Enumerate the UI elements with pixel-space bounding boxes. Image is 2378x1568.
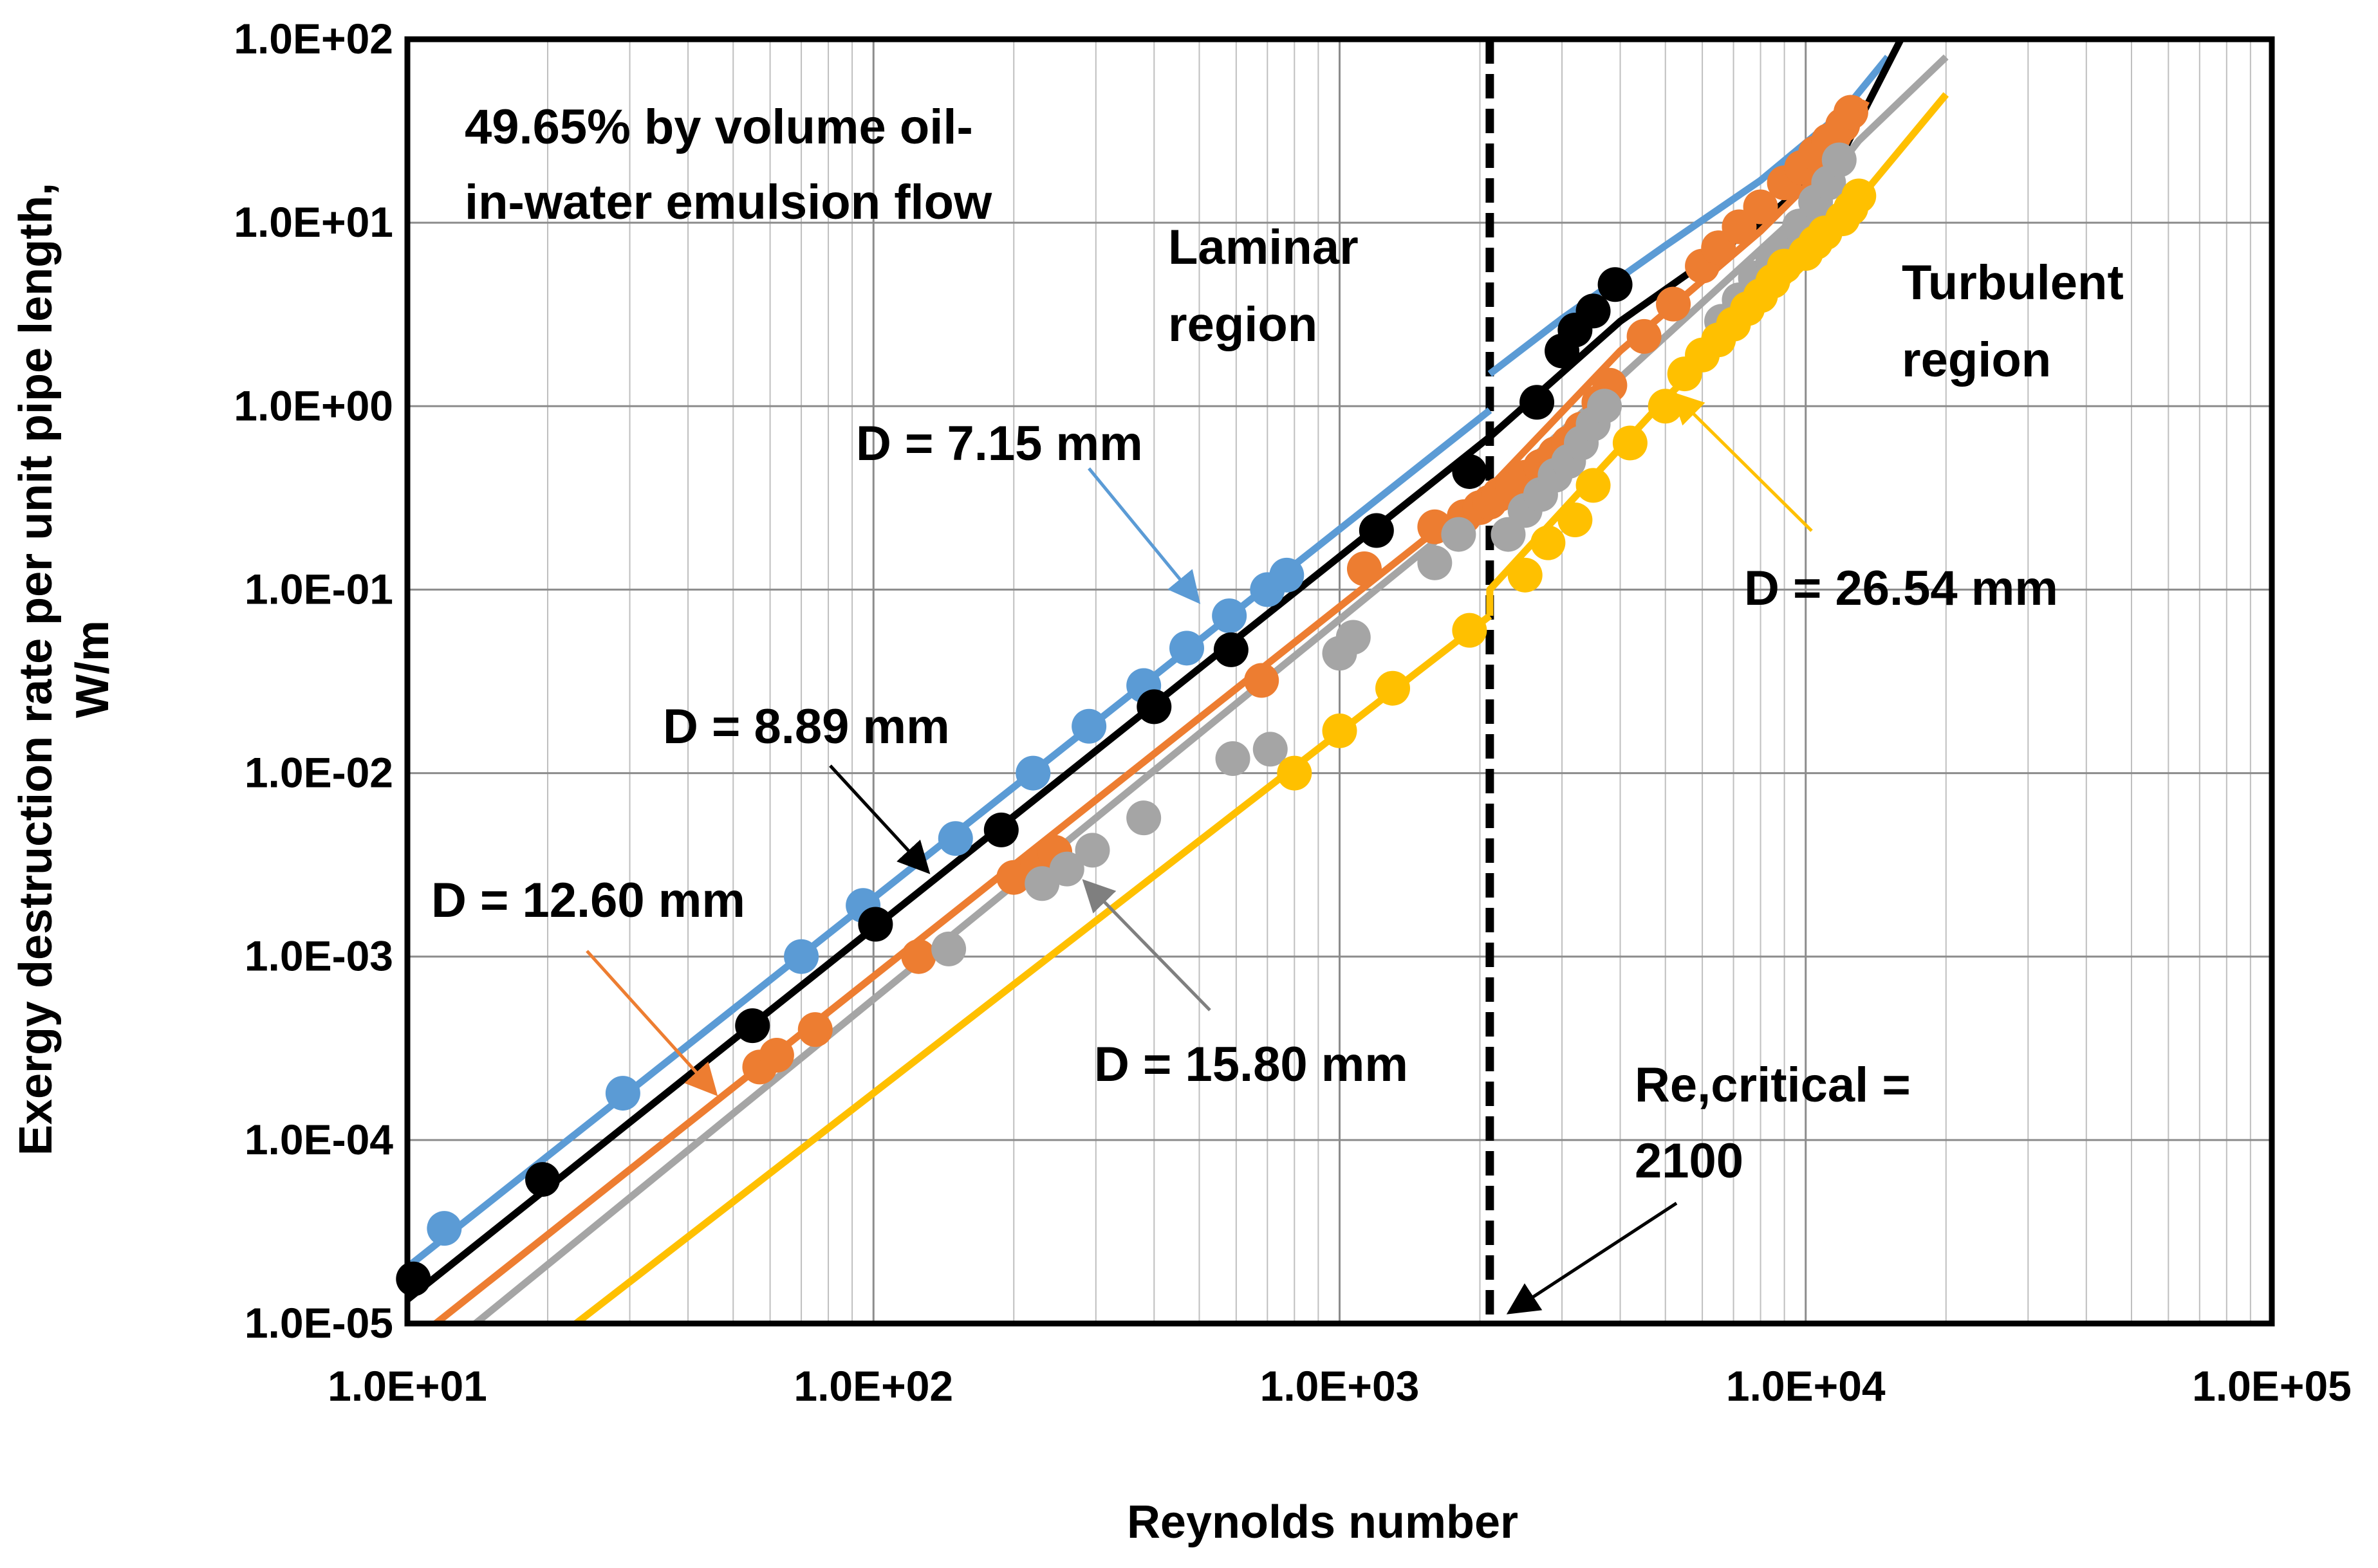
data-point (1049, 851, 1084, 887)
series-line (433, 484, 1492, 1327)
data-point (1648, 389, 1683, 424)
data-point (1612, 425, 1648, 461)
data-point (427, 1211, 462, 1246)
data-point (525, 1162, 561, 1197)
data-point (1833, 95, 1868, 130)
y-axis-title-line2: W/m (67, 620, 118, 718)
series-line (473, 494, 1492, 1327)
title-line1: 49.65% by volume oil- (465, 100, 973, 154)
x-tick-label: 1.0E+01 (328, 1362, 487, 1410)
data-point (1277, 755, 1312, 791)
data-point (1557, 503, 1593, 538)
critical-label-line1: Re,critical = (1635, 1058, 1911, 1112)
turbulent-label-line1: Turbulent (1902, 255, 2124, 310)
data-point (1417, 545, 1453, 580)
series-line (405, 434, 1492, 1303)
data-point (1072, 708, 1107, 744)
series-label-12-60: D = 12.60 mm (431, 873, 745, 928)
data-point (931, 931, 967, 966)
plot-frame (404, 36, 2275, 1327)
data-point (1269, 557, 1305, 593)
y-tick-label: 1.0E+02 (234, 15, 393, 62)
data-point (1322, 713, 1357, 748)
series-arrow-12-60 (586, 950, 718, 1096)
turbulent-label-line2: region (1902, 333, 2051, 387)
data-point (735, 1008, 770, 1044)
data-point (1359, 513, 1394, 548)
data-point (901, 939, 936, 974)
data-point (759, 1038, 794, 1073)
data-point (1441, 517, 1476, 552)
y-tick-label: 1.0E+01 (234, 198, 393, 246)
data-point (983, 812, 1019, 847)
series-arrow-8-89 (829, 764, 931, 874)
data-point (784, 939, 819, 974)
series-points (396, 95, 1877, 1296)
critical-label-line2: 2100 (1635, 1134, 1743, 1188)
y-tick-label: 1.0E+00 (234, 382, 393, 429)
series-arrow-26-54 (1671, 391, 1813, 532)
data-point (1743, 189, 1778, 225)
data-point (1016, 755, 1051, 791)
data-point (1375, 670, 1411, 706)
y-tick-label: 1.0E-04 (245, 1116, 393, 1163)
data-point (1452, 613, 1487, 648)
data-point (1075, 833, 1110, 868)
data-point (1452, 454, 1487, 489)
data-point (938, 821, 973, 856)
data-point (1346, 551, 1382, 586)
y-tick-label: 1.0E-01 (245, 565, 393, 613)
data-point (1169, 631, 1205, 666)
data-point (1212, 598, 1247, 634)
series-arrow-15-80 (1082, 879, 1211, 1011)
data-point (797, 1012, 833, 1047)
x-tick-label: 1.0E+03 (1260, 1362, 1420, 1410)
series-label-15-80: D = 15.80 mm (1094, 1037, 1408, 1092)
y-tick-label: 1.0E-05 (245, 1299, 393, 1347)
axis-ticks: 1.0E+01 1.0E+02 1.0E+03 1.0E+04 1.0E+05 1.0E+… (234, 15, 2352, 1410)
series-label-7-15: D = 7.15 mm (856, 416, 1143, 471)
data-point (1597, 267, 1633, 302)
data-point (1626, 318, 1662, 354)
data-point (1215, 741, 1250, 776)
y-tick-label: 1.0E-02 (245, 749, 393, 797)
data-point (1126, 800, 1162, 836)
data-point (1575, 468, 1611, 503)
x-tick-label: 1.0E+04 (1726, 1362, 1886, 1410)
data-point (605, 1076, 640, 1111)
series-label-8-89: D = 8.89 mm (663, 699, 950, 754)
data-point (1587, 389, 1622, 424)
data-point (1821, 142, 1857, 178)
laminar-label-line2: region (1168, 297, 1317, 352)
data-point (1335, 620, 1371, 655)
data-point (1841, 178, 1877, 214)
data-point (858, 907, 893, 942)
data-point (1507, 557, 1543, 593)
data-point (1575, 293, 1611, 329)
x-tick-label: 1.0E+02 (794, 1362, 953, 1410)
data-point (1519, 385, 1555, 420)
data-point (1252, 732, 1288, 767)
x-tick-label: 1.0E+05 (2192, 1362, 2352, 1410)
data-point (1530, 525, 1566, 560)
critical-arrow (1506, 1201, 1678, 1314)
y-axis-title-line1: Exergy destruction rate per unit pipe le… (10, 183, 62, 1156)
y-tick-label: 1.0E-03 (245, 932, 393, 980)
grid (407, 39, 2272, 1324)
x-axis-title: Reynolds number (1127, 1497, 1518, 1548)
data-point (1213, 632, 1249, 667)
data-point (1137, 689, 1172, 724)
laminar-label-line1: Laminar (1168, 220, 1359, 275)
series-label-26-54: D = 26.54 mm (1744, 561, 2058, 616)
data-point (396, 1261, 431, 1296)
data-point (1244, 663, 1279, 698)
series-arrow-7-15 (1088, 467, 1201, 604)
data-point (1656, 286, 1691, 322)
title-line2: in-water emulsion flow (465, 175, 992, 230)
